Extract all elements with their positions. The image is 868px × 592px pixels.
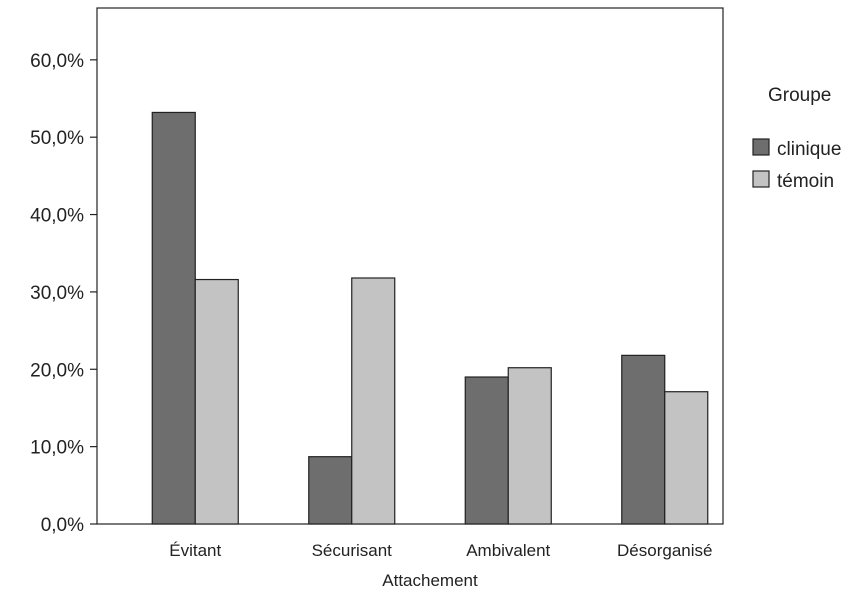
bar-témoin [507,367,552,525]
y-tick-label: 30,0% [30,283,84,304]
y-tick-label: 40,0% [30,206,84,227]
bar-clinique [308,456,353,525]
legend-swatch [752,170,770,188]
y-tick-label: 0,0% [41,515,84,536]
x-category-label: Ambivalent [466,541,550,560]
bar-témoin [664,391,709,525]
legend-label: clinique [777,139,841,160]
bars [151,111,709,525]
y-tick-label: 60,0% [30,51,84,72]
plot-frame [96,7,724,525]
legend-title: Groupe [768,85,831,106]
x-category-label: Désorganisé [617,541,712,560]
legend-swatch [752,138,770,156]
bar-témoin [351,277,396,525]
x-axis-title: Attachement [382,571,478,590]
x-category-label: Évitant [169,541,221,560]
legend-label: témoin [777,171,834,192]
x-category-label: Sécurisant [312,541,393,560]
legend: Groupe clinique témoin [752,85,841,192]
bar-clinique [464,376,509,525]
bar-clinique [621,354,666,525]
y-tick-label: 20,0% [30,360,84,381]
y-axis: 0,0% 10,0% 20,0% 30,0% 40,0% 50,0% 60,0% [30,51,97,536]
bar-témoin [194,278,239,525]
x-axis: Évitant Sécurisant Ambivalent Désorganisé [169,541,712,560]
bar-clinique [151,111,196,525]
y-tick-label: 50,0% [30,128,84,149]
y-tick-label: 10,0% [30,438,84,459]
